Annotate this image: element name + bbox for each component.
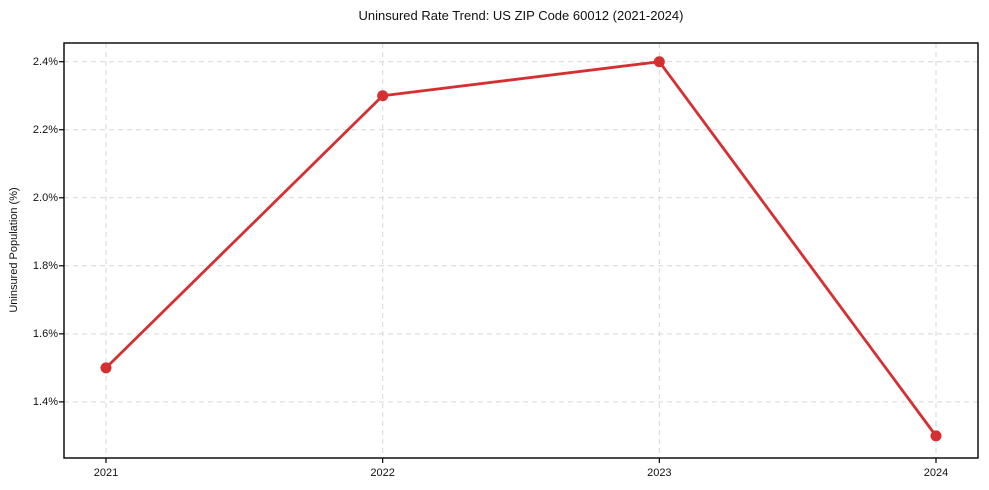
y-tick-label: 1.8% xyxy=(32,259,58,272)
x-tick-label: 2022 xyxy=(370,467,395,479)
data-point-marker xyxy=(100,362,112,374)
x-tick-label: 2024 xyxy=(923,467,949,479)
plot-border xyxy=(63,42,979,459)
y-tick-label: 2.4% xyxy=(32,55,58,68)
y-tick-label: 1.4% xyxy=(32,395,58,408)
data-point-marker xyxy=(377,90,389,102)
y-tick-label: 1.6% xyxy=(32,327,58,340)
y-tick-label: 2.2% xyxy=(32,123,58,136)
y-tick-label: 2.0% xyxy=(32,191,58,204)
data-point-marker xyxy=(930,430,942,442)
chart-title: Uninsured Rate Trend: US ZIP Code 60012 … xyxy=(358,8,684,23)
x-tick-label: 2021 xyxy=(93,467,119,479)
x-tick-label: 2023 xyxy=(647,467,672,479)
data-point-marker xyxy=(653,56,665,68)
data-line xyxy=(104,60,938,438)
